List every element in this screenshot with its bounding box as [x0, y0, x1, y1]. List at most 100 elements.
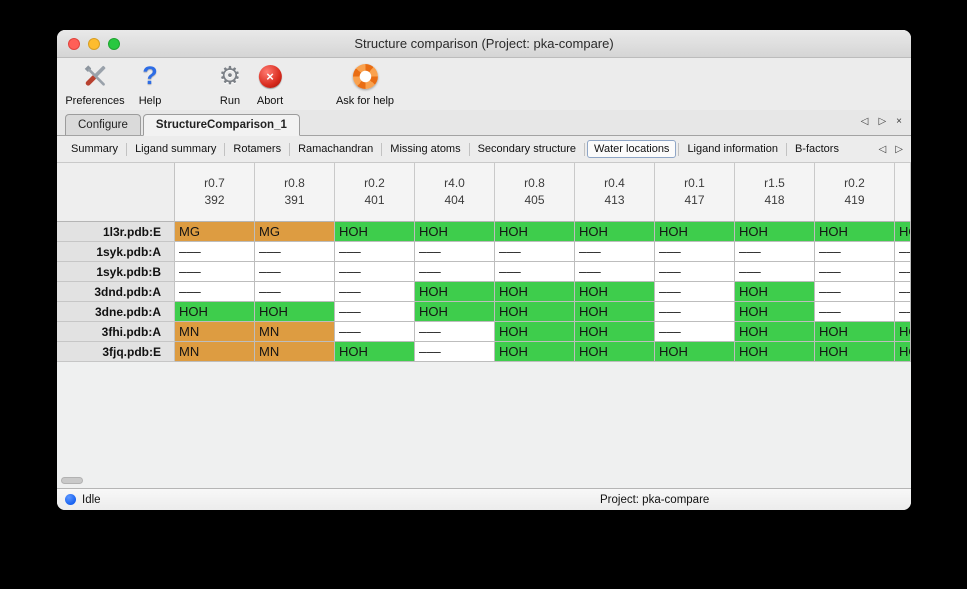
cell-empty[interactable]: –––: [655, 242, 735, 262]
cell-empty[interactable]: –––: [335, 322, 415, 342]
horizontal-scrollbar-thumb[interactable]: [61, 477, 83, 484]
cell-empty[interactable]: –––: [815, 302, 895, 322]
cell-empty[interactable]: –––: [415, 242, 495, 262]
cell-water[interactable]: HOH: [335, 342, 415, 362]
cell-water[interactable]: HOH: [815, 222, 895, 242]
cell-water[interactable]: HOH: [415, 302, 495, 322]
cell-empty[interactable]: –––: [495, 242, 575, 262]
cell-water[interactable]: HOH: [735, 282, 815, 302]
cell-ion[interactable]: MN: [175, 322, 255, 342]
cell-empty[interactable]: –––: [815, 242, 895, 262]
preferences-button[interactable]: Preferences: [65, 61, 125, 107]
cell-water[interactable]: HOH: [575, 322, 655, 342]
tab-configure[interactable]: Configure: [65, 114, 141, 135]
cell-empty[interactable]: –––: [415, 262, 495, 282]
tab-structurecomparison-1[interactable]: StructureComparison_1: [142, 114, 300, 136]
tab-close-icon[interactable]: ×: [896, 116, 902, 127]
cell-water[interactable]: HOH: [735, 302, 815, 322]
cell-water[interactable]: HOH: [255, 302, 335, 322]
cell-empty[interactable]: –––: [575, 262, 655, 282]
subtab-scroll-right-icon[interactable]: ▷: [895, 143, 903, 155]
cell-water[interactable]: HOH: [495, 222, 575, 242]
row-label: 3fhi.pdb:A: [57, 322, 175, 342]
cell-empty[interactable]: –––: [255, 262, 335, 282]
cell-empty[interactable]: –––: [335, 282, 415, 302]
cell-empty[interactable]: –––: [335, 242, 415, 262]
cell-empty[interactable]: –––: [255, 282, 335, 302]
cell-empty[interactable]: –––: [895, 282, 911, 302]
cell-water[interactable]: HOH: [655, 222, 735, 242]
cell-empty[interactable]: –––: [495, 262, 575, 282]
subtab-water-locations[interactable]: Water locations: [587, 140, 677, 158]
cell-water[interactable]: HOH: [575, 282, 655, 302]
cell-empty[interactable]: –––: [655, 302, 735, 322]
cell-empty[interactable]: –––: [895, 242, 911, 262]
tab-scroll-right-icon[interactable]: ▷: [878, 116, 887, 127]
cell-empty[interactable]: –––: [895, 262, 911, 282]
abort-button[interactable]: × Abort: [257, 61, 283, 107]
cell-water[interactable]: HOH: [335, 222, 415, 242]
subtab-ligand-summary[interactable]: Ligand summary: [135, 143, 217, 155]
cell-empty[interactable]: –––: [895, 302, 911, 322]
cell-water[interactable]: HOH: [575, 342, 655, 362]
cell-water[interactable]: HOH: [815, 342, 895, 362]
subtab-scroll-left-icon[interactable]: ◁: [878, 143, 887, 155]
subtab-rotamers[interactable]: Rotamers: [233, 143, 282, 155]
ask-for-help-button[interactable]: Ask for help: [336, 61, 394, 107]
run-button[interactable]: ⚙ Run: [219, 61, 241, 107]
cell-water[interactable]: HOH: [495, 282, 575, 302]
tab-scroll-left-icon[interactable]: ◁: [860, 116, 869, 127]
cell-water[interactable]: HOH: [495, 302, 575, 322]
cell-water[interactable]: HOH: [735, 322, 815, 342]
cell-empty[interactable]: –––: [415, 322, 495, 342]
cell-empty[interactable]: –––: [175, 282, 255, 302]
toolbar: Preferences ? Help ⚙ Run × Abort Ask for…: [57, 58, 911, 110]
subtab-nav: ◁ ▷: [875, 144, 903, 155]
cell-empty[interactable]: –––: [175, 242, 255, 262]
zoom-window-button[interactable]: [108, 38, 120, 50]
cell-water[interactable]: HOH: [815, 322, 895, 342]
cell-water[interactable]: HOH: [495, 322, 575, 342]
column-header: r0.4 413: [575, 163, 655, 222]
cell-water[interactable]: HOH: [415, 222, 495, 242]
cell-empty[interactable]: –––: [335, 262, 415, 282]
cell-empty[interactable]: –––: [655, 262, 735, 282]
cell-ion[interactable]: MN: [255, 322, 335, 342]
cell-empty[interactable]: –––: [255, 242, 335, 262]
cell-water[interactable]: HOH: [895, 342, 911, 362]
subtab-secondary-structure[interactable]: Secondary structure: [477, 143, 577, 155]
cell-water[interactable]: HOH: [175, 302, 255, 322]
subtab-missing-atoms[interactable]: Missing atoms: [390, 143, 461, 155]
cell-empty[interactable]: –––: [175, 262, 255, 282]
cell-empty[interactable]: –––: [655, 322, 735, 342]
minimize-window-button[interactable]: [88, 38, 100, 50]
cell-empty[interactable]: –––: [655, 282, 735, 302]
cell-empty[interactable]: –––: [735, 242, 815, 262]
cell-ion[interactable]: MN: [255, 342, 335, 362]
cell-water[interactable]: HOH: [895, 222, 911, 242]
subtab-ligand-information[interactable]: Ligand information: [687, 143, 778, 155]
subtab-summary[interactable]: Summary: [71, 143, 119, 155]
close-window-button[interactable]: [68, 38, 80, 50]
cell-water[interactable]: HOH: [895, 322, 911, 342]
cell-empty[interactable]: –––: [735, 262, 815, 282]
cell-water[interactable]: HOH: [735, 222, 815, 242]
subtab-ramachandran[interactable]: Ramachandran: [298, 143, 374, 155]
cell-water[interactable]: HOH: [735, 342, 815, 362]
cell-empty[interactable]: –––: [575, 242, 655, 262]
cell-ion[interactable]: MG: [255, 222, 335, 242]
cell-empty[interactable]: –––: [415, 342, 495, 362]
cell-water[interactable]: HOH: [575, 222, 655, 242]
cell-water[interactable]: HOH: [655, 342, 735, 362]
cell-ion[interactable]: MN: [175, 342, 255, 362]
cell-water[interactable]: HOH: [575, 302, 655, 322]
subtab-b-factors[interactable]: B-factors: [794, 143, 839, 155]
cell-empty[interactable]: –––: [815, 262, 895, 282]
cell-empty[interactable]: –––: [335, 302, 415, 322]
cell-ion[interactable]: MG: [175, 222, 255, 242]
cell-empty[interactable]: –––: [815, 282, 895, 302]
cell-water[interactable]: HOH: [495, 342, 575, 362]
help-button[interactable]: ? Help: [139, 61, 162, 108]
cell-water[interactable]: HOH: [415, 282, 495, 302]
preferences-label: Preferences: [65, 95, 125, 107]
